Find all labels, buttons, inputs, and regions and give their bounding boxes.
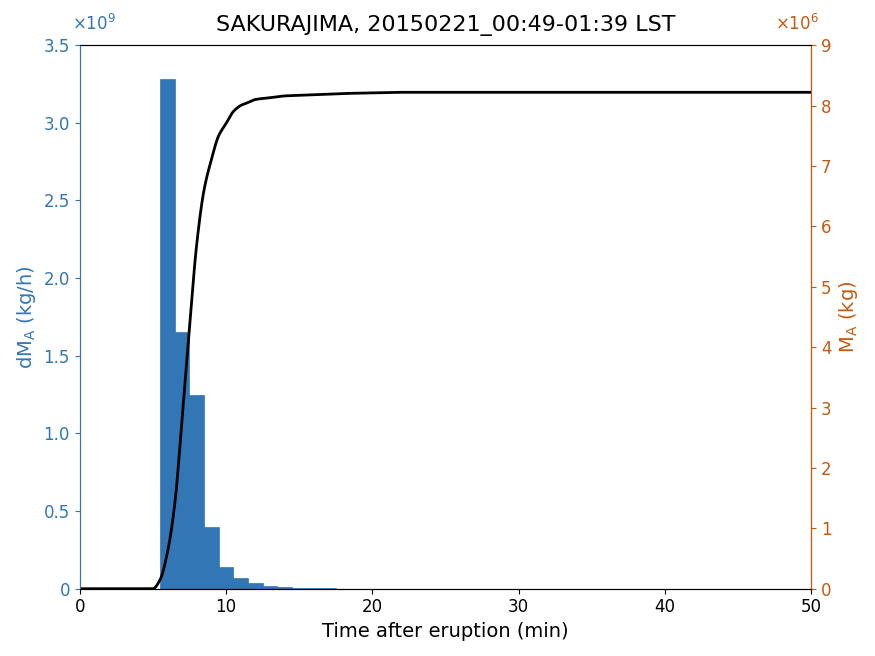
Text: $\times10^6$: $\times10^6$ [774,14,818,34]
Y-axis label: M$_\mathregular{A}$ (kg): M$_\mathregular{A}$ (kg) [837,281,860,353]
Title: SAKURAJIMA, 20150221_00:49-01:39 LST: SAKURAJIMA, 20150221_00:49-01:39 LST [215,15,676,36]
Text: $\times10^9$: $\times10^9$ [73,14,116,34]
Bar [204,527,219,588]
Bar [234,578,248,588]
Bar [189,395,204,588]
X-axis label: Time after eruption (min): Time after eruption (min) [322,622,569,641]
Bar [248,583,262,588]
Bar [175,333,189,588]
Bar [160,79,175,588]
Bar [262,586,277,588]
Y-axis label: dM$_\mathregular{A}$ (kg/h): dM$_\mathregular{A}$ (kg/h) [15,265,38,369]
Bar [219,567,234,588]
